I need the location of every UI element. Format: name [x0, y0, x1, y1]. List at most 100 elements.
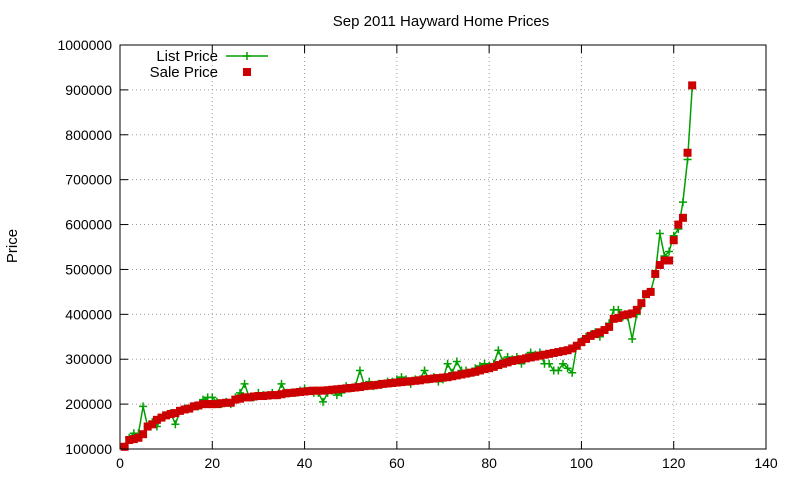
sale-price-point — [517, 355, 526, 364]
sale-price-point — [678, 213, 687, 222]
sale-price-point — [632, 305, 641, 314]
list-price-point — [208, 393, 217, 402]
sale-price-point — [231, 395, 240, 404]
sale-price-point — [300, 387, 309, 396]
sale-price-point — [618, 311, 627, 320]
sale-price-point — [254, 392, 263, 401]
sale-price-point — [175, 406, 184, 415]
sale-price-point — [540, 350, 549, 359]
sale-price-point — [628, 309, 637, 318]
list-price-point — [139, 402, 148, 411]
sale-price-point — [185, 404, 194, 413]
sale-price-point — [203, 400, 212, 409]
x-tick-label: 60 — [389, 455, 405, 471]
sale-price-point — [568, 344, 577, 353]
sale-price-point — [609, 314, 618, 323]
sale-price-point — [129, 435, 138, 444]
sale-price-point — [143, 422, 152, 431]
sale-price-point — [688, 81, 697, 90]
sale-price-point — [554, 348, 563, 357]
list-price-point — [683, 155, 692, 164]
list-price-point — [494, 346, 503, 355]
sale-price-point — [268, 391, 277, 400]
y-tick-label: 500000 — [65, 261, 112, 277]
x-tick-label: 100 — [570, 455, 594, 471]
list-price-point — [443, 359, 452, 368]
sale-price-point — [365, 381, 374, 390]
sale-price-point — [545, 349, 554, 358]
plot-frame — [119, 44, 767, 450]
sale-price-point — [360, 382, 369, 391]
y-tick-label: 900000 — [65, 82, 112, 98]
sale-price-point — [351, 383, 360, 392]
sale-price-point — [263, 391, 272, 400]
sale-price-point — [582, 335, 591, 344]
sale-price-point — [563, 346, 572, 355]
sale-price-point — [392, 378, 401, 387]
x-tick-label: 20 — [204, 455, 220, 471]
list-price-point — [277, 379, 286, 388]
sale-price-point — [272, 391, 281, 400]
y-tick-label: 100000 — [65, 441, 112, 457]
legend-label-list-price: List Price — [156, 48, 218, 65]
y-tick-label: 300000 — [65, 351, 112, 367]
x-tick-label: 40 — [297, 455, 313, 471]
y-tick-label: 800000 — [65, 127, 112, 143]
sale-price-point — [660, 256, 669, 265]
list-price-point — [563, 364, 572, 373]
series-line-list-price — [123, 87, 693, 448]
list-price-point — [171, 420, 180, 429]
sale-price-point — [512, 356, 521, 365]
sale-price-point — [646, 287, 655, 296]
sale-price-point — [406, 377, 415, 386]
sale-price-point — [249, 392, 258, 401]
x-tick-label: 80 — [481, 455, 497, 471]
list-price-point — [240, 379, 249, 388]
sale-price-point — [605, 322, 614, 331]
sale-price-point — [305, 387, 314, 396]
sale-price-point — [595, 328, 604, 337]
list-price-point — [614, 305, 623, 314]
legend-marker-sale-price — [243, 68, 251, 76]
sale-price-point — [494, 361, 503, 370]
sale-price-point — [683, 148, 692, 157]
sale-price-point — [180, 405, 189, 414]
sale-price-point — [245, 393, 254, 402]
sale-price-point — [199, 400, 208, 409]
sale-price-point — [314, 386, 323, 395]
sale-price-point — [591, 330, 600, 339]
sale-price-point — [148, 420, 157, 429]
grid-lines — [120, 45, 766, 449]
sale-price-point — [323, 386, 332, 395]
sale-price-point — [286, 388, 295, 397]
sale-price-point — [171, 409, 180, 418]
sale-price-point — [549, 348, 558, 357]
sale-price-point — [291, 388, 300, 397]
list-price-point — [568, 368, 577, 377]
sale-price-point — [420, 375, 429, 384]
sale-price-point — [411, 376, 420, 385]
sale-price-point — [471, 367, 480, 376]
sale-price-point — [457, 370, 466, 379]
legend-label-sale-price: Sale Price — [150, 64, 218, 81]
sale-price-point — [152, 415, 161, 424]
sale-price-point — [572, 341, 581, 350]
sale-price-point — [475, 366, 484, 375]
sale-price-point — [346, 383, 355, 392]
sale-price-point — [498, 359, 507, 368]
legend-marker-list-price — [243, 52, 251, 60]
plot-area — [120, 81, 697, 451]
sale-price-point — [448, 372, 457, 381]
sale-price-point — [328, 385, 337, 394]
sale-price-point — [522, 354, 531, 363]
sale-price-point — [439, 373, 447, 382]
sale-price-point — [425, 374, 434, 383]
sale-price-point — [120, 442, 129, 451]
list-price-point — [452, 357, 461, 366]
list-price-point — [420, 366, 429, 375]
sale-price-point — [355, 383, 364, 392]
y-tick-label: 400000 — [65, 306, 112, 322]
sale-price-point — [337, 384, 346, 393]
sale-price-point — [194, 401, 203, 410]
